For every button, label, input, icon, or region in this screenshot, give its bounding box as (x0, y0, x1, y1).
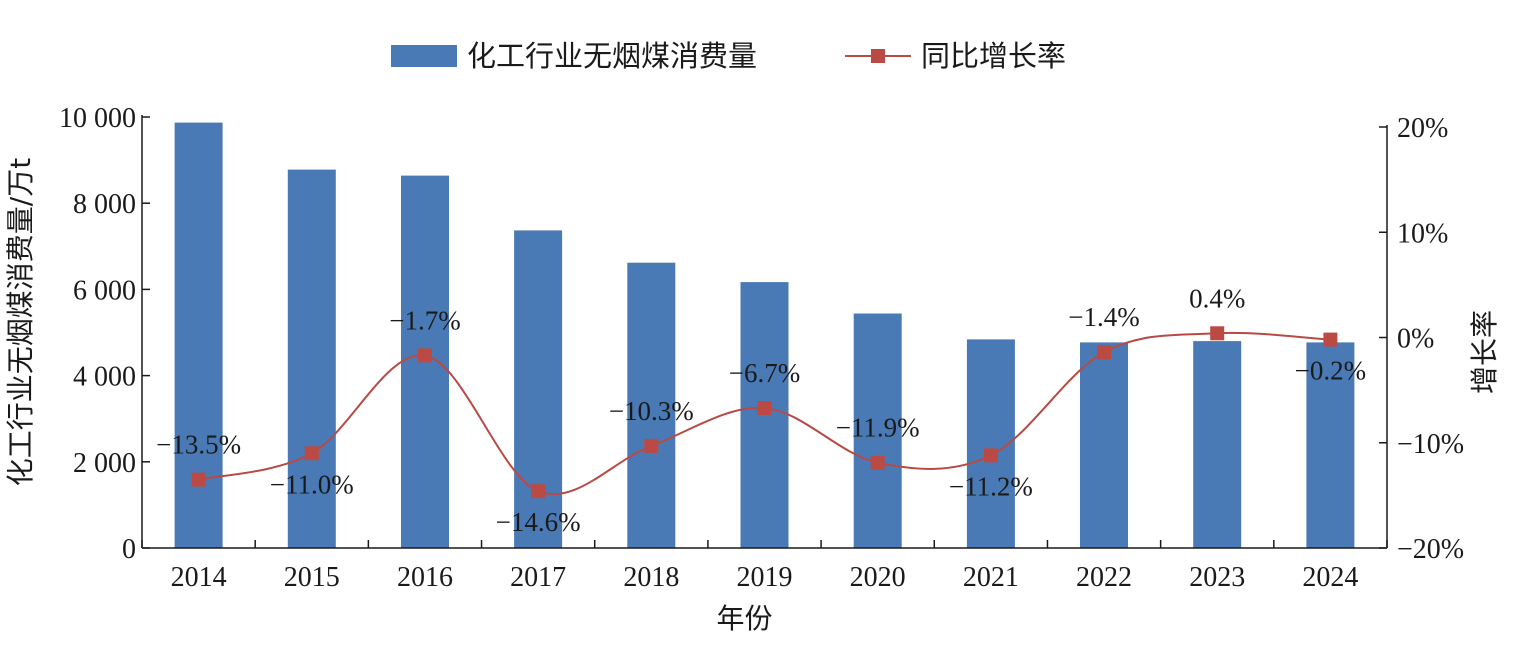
growth-label-2015: −11.0% (270, 469, 354, 499)
x-tick-label: 2014 (171, 562, 227, 593)
x-tick-label: 2023 (1189, 562, 1245, 593)
growth-label-2018: −10.3% (609, 396, 694, 426)
x-tick-label: 2016 (397, 562, 453, 593)
growth-marker-2020 (870, 455, 885, 470)
growth-marker-2021 (983, 448, 998, 463)
y-left-tick-label: 10 000 (59, 103, 136, 134)
growth-label-2016: −1.7% (389, 305, 460, 335)
y-right-tick-label: 10% (1397, 218, 1448, 249)
y-right-tick-label: 0% (1397, 324, 1434, 355)
legend-line-marker (871, 49, 885, 63)
x-tick-label: 2018 (623, 562, 679, 593)
growth-label-2019: −6.7% (729, 358, 800, 388)
growth-marker-2018 (644, 438, 659, 453)
growth-label-2014: −13.5% (156, 430, 241, 460)
x-tick-label: 2022 (1076, 562, 1132, 593)
bar-2021 (966, 339, 1015, 548)
y-right-tick-label: 20% (1397, 113, 1448, 144)
x-tick-label: 2015 (284, 562, 340, 593)
x-tick-label: 2020 (850, 562, 906, 593)
x-tick-label: 2019 (737, 562, 793, 593)
growth-marker-2016 (418, 348, 432, 363)
bar-2019 (740, 282, 789, 548)
growth-marker-2024 (1323, 332, 1338, 347)
y-left-tick-label: 4 000 (73, 362, 136, 393)
y-axis-right-title: 增长率 (1468, 310, 1501, 394)
growth-rate-line (198, 331, 1331, 496)
bar-2022 (1080, 342, 1128, 548)
y-left-tick-label: 6 000 (73, 275, 136, 306)
bar-2023 (1193, 341, 1242, 548)
growth-label-2020: −11.9% (836, 413, 920, 443)
legend-bar-label: 化工行业无烟煤消费量 (467, 39, 757, 73)
y-left-tick-label: 2 000 (73, 448, 136, 479)
legend-bar-swatch (391, 45, 457, 67)
bar-2018 (627, 262, 676, 548)
y-right-tick-label: −20% (1397, 534, 1464, 565)
bar-2024 (1306, 342, 1355, 548)
x-tick-label: 2021 (963, 562, 1019, 593)
growth-marker-2015 (304, 446, 319, 461)
x-axis-title: 年份 (716, 602, 772, 635)
legend-line-label: 同比增长率 (921, 39, 1066, 73)
growth-label-2024: −0.2% (1295, 356, 1366, 386)
growth-marker-2022 (1097, 345, 1111, 360)
x-tick-label: 2024 (1302, 562, 1358, 593)
growth-label-2021: −11.2% (949, 471, 1033, 501)
growth-marker-2017 (531, 484, 546, 499)
y-left-tick-label: 8 000 (73, 189, 136, 220)
growth-label-2022: −1.4% (1068, 302, 1139, 332)
bar-2017 (514, 230, 563, 548)
bar-2015 (287, 169, 336, 548)
growth-label-2023: 0.4% (1189, 283, 1245, 313)
bar-2020 (853, 313, 902, 548)
y-left-tick-label: 0 (122, 534, 136, 565)
y-axis-left-title: 化工行业无烟煤消费量/万t (4, 158, 37, 486)
x-tick-label: 2017 (510, 562, 566, 593)
growth-marker-2023 (1210, 326, 1225, 341)
growth-label-2017: −14.6% (496, 507, 581, 537)
y-right-tick-label: −10% (1397, 429, 1464, 460)
growth-marker-2019 (757, 401, 772, 415)
growth-marker-2014 (191, 472, 206, 487)
